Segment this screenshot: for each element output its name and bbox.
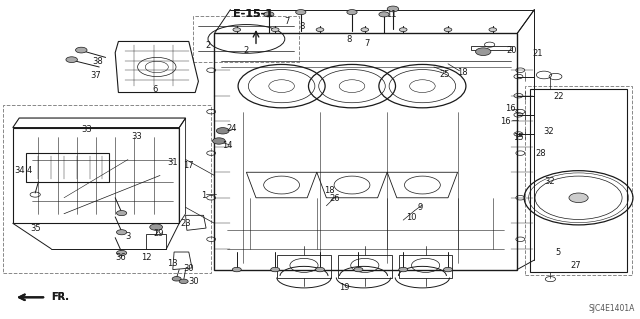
Text: 32: 32	[544, 177, 554, 186]
Circle shape	[179, 279, 188, 284]
Text: 37: 37	[91, 71, 101, 80]
Circle shape	[172, 277, 181, 281]
Text: 11: 11	[387, 11, 397, 19]
Circle shape	[399, 28, 407, 32]
Text: 33: 33	[131, 132, 141, 141]
Text: 29: 29	[154, 229, 164, 238]
Circle shape	[296, 10, 306, 15]
Text: 8: 8	[300, 22, 305, 31]
Circle shape	[76, 47, 87, 53]
Text: 21: 21	[532, 49, 543, 58]
Circle shape	[271, 28, 279, 32]
Circle shape	[489, 28, 497, 32]
Text: FR.: FR.	[51, 292, 69, 302]
Circle shape	[116, 250, 127, 256]
Text: 2: 2	[244, 46, 249, 55]
Text: 33: 33	[81, 125, 92, 134]
Text: 17: 17	[184, 161, 194, 170]
Circle shape	[347, 10, 357, 15]
Circle shape	[150, 224, 163, 230]
Circle shape	[387, 6, 399, 12]
Text: 26: 26	[330, 194, 340, 203]
Circle shape	[476, 48, 491, 56]
Circle shape	[233, 28, 241, 32]
Circle shape	[379, 12, 389, 17]
Circle shape	[212, 138, 225, 144]
Text: 15: 15	[513, 133, 524, 142]
Text: 36: 36	[115, 253, 125, 262]
Text: 18: 18	[457, 68, 467, 77]
Text: 27: 27	[571, 261, 581, 270]
Text: 9: 9	[417, 204, 422, 212]
Text: 16: 16	[505, 104, 515, 113]
Circle shape	[316, 28, 324, 32]
Text: E-15-1: E-15-1	[233, 9, 273, 19]
Text: 23: 23	[180, 219, 191, 228]
Text: 20: 20	[507, 46, 517, 55]
Text: E-15-1: E-15-1	[233, 9, 273, 19]
Text: 30: 30	[188, 277, 198, 286]
Text: 19: 19	[339, 283, 349, 292]
Text: FR.: FR.	[51, 292, 69, 302]
Text: 18: 18	[324, 186, 335, 195]
Text: 3: 3	[125, 232, 131, 241]
Circle shape	[216, 128, 229, 134]
Text: 31: 31	[168, 158, 178, 167]
Text: 10: 10	[406, 213, 417, 222]
Text: 8: 8	[346, 35, 351, 44]
Circle shape	[569, 193, 588, 203]
Text: 32: 32	[543, 127, 554, 136]
Circle shape	[66, 57, 77, 63]
Text: 24: 24	[227, 124, 237, 133]
Text: 22: 22	[554, 92, 564, 101]
Circle shape	[316, 267, 324, 272]
Text: 7: 7	[284, 17, 289, 26]
Text: 25: 25	[440, 70, 450, 78]
Text: 38: 38	[93, 57, 103, 66]
Text: 5: 5	[556, 248, 561, 256]
Circle shape	[444, 267, 452, 272]
Text: 12: 12	[141, 253, 151, 262]
Circle shape	[232, 267, 241, 272]
Text: 4: 4	[26, 166, 31, 174]
Text: 6: 6	[152, 85, 157, 94]
Text: 7: 7	[364, 39, 369, 48]
Text: 34: 34	[14, 166, 24, 174]
Circle shape	[264, 12, 274, 17]
Bar	[3, 105, 211, 273]
Text: 35: 35	[30, 224, 40, 233]
Circle shape	[116, 230, 127, 235]
Circle shape	[271, 267, 280, 272]
Text: 2: 2	[205, 41, 211, 50]
Circle shape	[361, 28, 369, 32]
Circle shape	[116, 211, 127, 216]
Text: 13: 13	[168, 259, 178, 268]
Text: 28: 28	[536, 149, 546, 158]
Bar	[525, 86, 632, 275]
Text: 30: 30	[184, 264, 194, 273]
Text: 1: 1	[201, 191, 206, 200]
Circle shape	[399, 267, 408, 272]
Circle shape	[444, 28, 452, 32]
Circle shape	[354, 267, 363, 272]
Bar	[193, 16, 299, 62]
Text: SJC4E1401A: SJC4E1401A	[589, 304, 635, 313]
Text: 14: 14	[222, 141, 232, 150]
Text: 16: 16	[500, 117, 511, 126]
